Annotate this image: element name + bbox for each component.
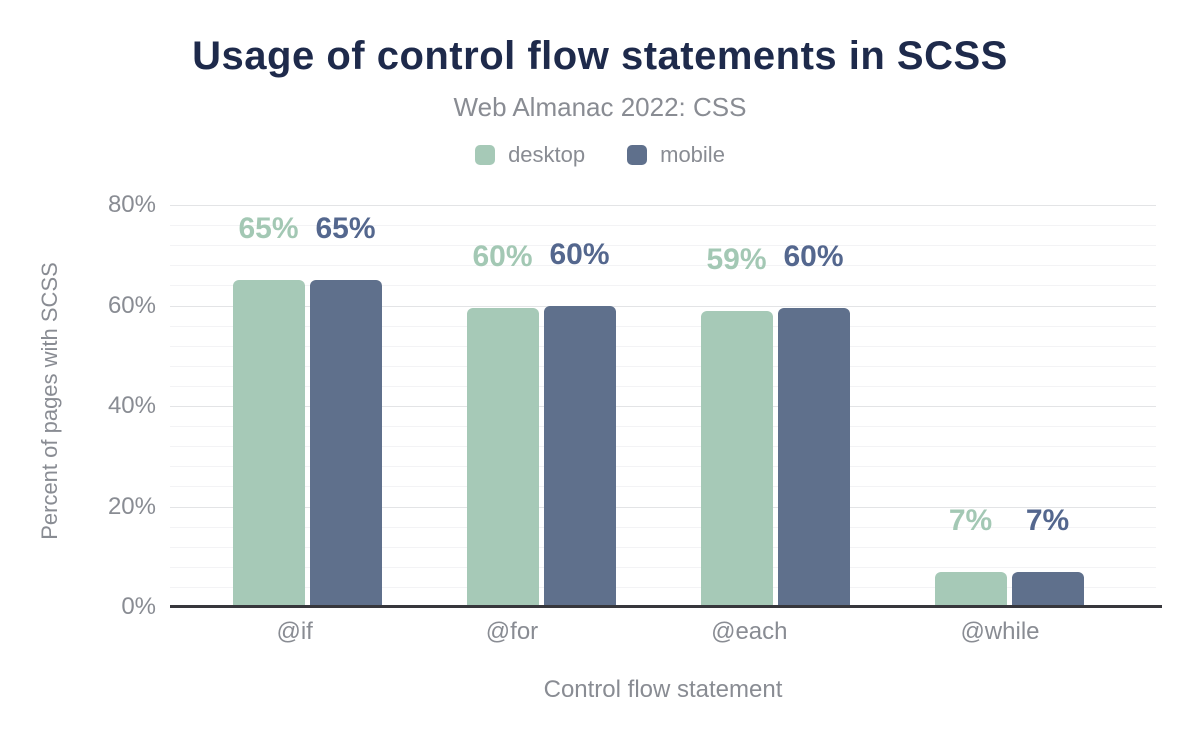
chart-subtitle: Web Almanac 2022: CSS [453, 92, 747, 122]
bar-column: 59% [700, 205, 773, 607]
bar-value-label-desktop: 60% [472, 240, 533, 274]
y-tick-label: 60% [107, 291, 156, 319]
bar-value-label-desktop: 65% [238, 212, 299, 246]
x-axis-line [170, 605, 1162, 608]
bar-desktop-each[interactable] [700, 310, 773, 607]
bar-column: 60% [543, 205, 616, 607]
bar-value-label-mobile: 65% [315, 212, 376, 246]
legend: desktop mobile [0, 142, 1200, 168]
minor-gridline [170, 265, 1156, 267]
chart-title: Usage of control flow statements in SCSS [192, 34, 1008, 78]
minor-gridline [170, 446, 1156, 448]
bar-mobile-for[interactable] [543, 305, 616, 607]
minor-gridline [170, 486, 1156, 488]
x-axis-title: Control flow statement [543, 676, 783, 703]
y-tick-label: 20% [107, 492, 156, 520]
bar-group-each: 59% 60% [700, 205, 850, 607]
y-tick-label: 40% [107, 392, 156, 419]
major-gridline [170, 506, 1156, 508]
category-label-if: @if [276, 618, 313, 645]
bar-value-label-mobile: 7% [1025, 503, 1070, 537]
bar-column: 65% [232, 205, 305, 607]
bar-value-label-desktop: 59% [706, 242, 767, 276]
minor-gridline [170, 365, 1156, 367]
bar-value-label-mobile: 60% [783, 240, 844, 274]
bar-group-for: 60% 60% [466, 205, 616, 607]
major-gridline [170, 305, 1156, 307]
desktop-swatch-icon [475, 145, 496, 165]
bar-column: 65% [309, 205, 382, 607]
legend-label-desktop: desktop [508, 142, 586, 167]
category-label-while: @while [960, 618, 1040, 645]
y-tick-label: 0% [121, 593, 156, 620]
minor-gridline [170, 245, 1156, 247]
bar-column: 60% [466, 205, 539, 607]
bar-column: 60% [777, 205, 850, 607]
minor-gridline [170, 546, 1156, 548]
minor-gridline [170, 385, 1156, 387]
bar-group-while: 7% 7% [934, 205, 1084, 607]
minor-gridline [170, 566, 1156, 568]
legend-label-mobile: mobile [660, 142, 725, 167]
major-gridline [170, 205, 1156, 206]
y-tick-label: 80% [107, 191, 156, 218]
bar-mobile-if[interactable] [309, 280, 382, 607]
bar-desktop-while[interactable] [934, 571, 1007, 607]
legend-item-desktop[interactable]: desktop [475, 142, 585, 168]
bar-desktop-if[interactable] [232, 280, 305, 607]
minor-gridline [170, 345, 1156, 347]
bar-column: 7% [934, 205, 1007, 607]
bar-group-if: 65% 65% [232, 205, 382, 607]
category-label-each: @each [711, 618, 788, 645]
bar-mobile-while[interactable] [1011, 571, 1084, 607]
minor-gridline [170, 285, 1156, 287]
bars-row: 65% 65% 60% 60% 59% 60% 7% 7% [170, 205, 1156, 607]
minor-gridline [170, 325, 1156, 327]
bar-desktop-for[interactable] [466, 308, 539, 607]
x-axis-category-labels: @if @for @each @while [170, 618, 1156, 646]
mobile-swatch-icon [627, 145, 648, 165]
minor-gridline [170, 526, 1156, 528]
legend-item-mobile[interactable]: mobile [627, 142, 725, 168]
minor-gridline [170, 426, 1156, 428]
category-label-for: @for [485, 618, 539, 645]
bar-value-label-desktop: 7% [948, 503, 993, 537]
bar-column: 7% [1011, 205, 1084, 607]
minor-gridline [170, 586, 1156, 588]
bar-value-label-mobile: 60% [549, 237, 610, 271]
minor-gridline [170, 225, 1156, 227]
plot-area: 65% 65% 60% 60% 59% 60% 7% 7% [170, 205, 1156, 607]
bar-mobile-each[interactable] [777, 308, 850, 607]
minor-gridline [170, 466, 1156, 468]
major-gridline [170, 406, 1156, 407]
